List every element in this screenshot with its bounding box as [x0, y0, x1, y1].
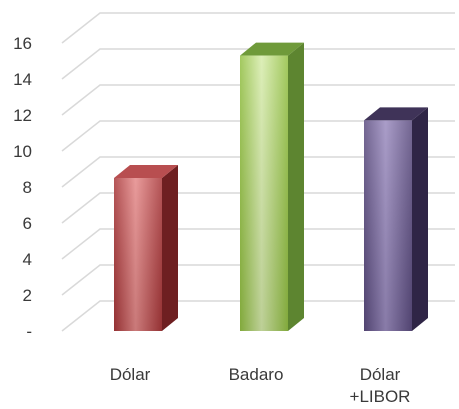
y-tick-label-12: 12: [13, 106, 32, 125]
y-tick-label-4: 4: [23, 250, 32, 269]
bar-2: [364, 107, 428, 332]
gridline-14: [61, 48, 455, 80]
bar-top-0: [114, 165, 178, 178]
bar-top-2: [364, 107, 428, 121]
bar-side-1: [288, 42, 304, 331]
x-category-label-0: Dólar: [110, 365, 151, 384]
x-category-label-1: Badaro: [229, 365, 284, 384]
bar-1: [240, 42, 304, 331]
gridline-4: [61, 228, 455, 260]
x-category-label-2: Dólar +LIBOR: [350, 365, 411, 406]
bars: [114, 42, 428, 332]
gridline-2: [61, 264, 455, 296]
y-axis-tick-labels: - 2 4 6 8 10 12 14 16: [13, 34, 32, 341]
x-axis-category-labels: Dólar Badaro Dólar +LIBOR: [110, 365, 411, 406]
gridline-16: [61, 12, 455, 44]
bar-0: [114, 165, 178, 331]
gridlines: [61, 12, 455, 332]
y-tick-label-2: 2: [23, 286, 32, 305]
bar-front-shade-0: [114, 178, 162, 331]
y-tick-label-14: 14: [13, 70, 32, 89]
gridline-0: [61, 300, 455, 332]
y-tick-label-16: 16: [13, 34, 32, 53]
gridline-8: [61, 156, 455, 188]
bar-side-2: [412, 107, 428, 332]
bar-top-1: [240, 42, 304, 56]
gridline-12: [61, 84, 455, 116]
y-tick-label-10: 10: [13, 142, 32, 161]
y-tick-label-6: 6: [23, 214, 32, 233]
bar-front-shade-2: [364, 120, 412, 332]
bar-front-shade-1: [240, 55, 288, 331]
gridline-6: [61, 192, 455, 224]
y-tick-label-8: 8: [23, 178, 32, 197]
y-tick-label-0: -: [26, 322, 32, 341]
gridline-10: [61, 120, 455, 152]
bar-side-0: [162, 165, 178, 331]
